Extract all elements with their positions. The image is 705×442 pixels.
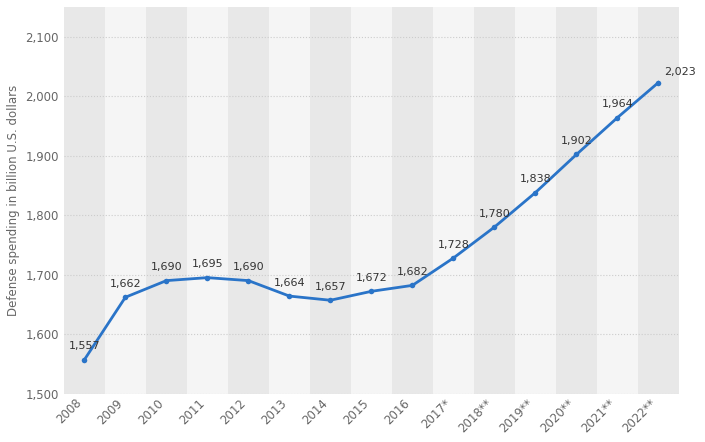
Text: 1,682: 1,682 — [396, 267, 429, 277]
Bar — [269, 7, 310, 394]
Text: 1,662: 1,662 — [109, 279, 141, 289]
Text: 1,664: 1,664 — [274, 278, 305, 288]
Text: 1,690: 1,690 — [233, 262, 264, 272]
Text: 1,964: 1,964 — [601, 99, 633, 109]
Bar — [187, 7, 228, 394]
Bar — [392, 7, 433, 394]
Bar — [515, 7, 556, 394]
Bar — [105, 7, 146, 394]
Text: 1,902: 1,902 — [560, 136, 592, 146]
Text: 1,780: 1,780 — [479, 209, 510, 219]
Text: 1,695: 1,695 — [192, 259, 223, 269]
Bar — [638, 7, 679, 394]
Bar — [556, 7, 597, 394]
Bar — [310, 7, 351, 394]
Bar — [433, 7, 474, 394]
Bar — [474, 7, 515, 394]
Text: 1,690: 1,690 — [151, 262, 182, 272]
Bar — [228, 7, 269, 394]
Bar — [351, 7, 392, 394]
Text: 1,557: 1,557 — [68, 341, 100, 351]
Bar — [64, 7, 105, 394]
Text: 1,657: 1,657 — [314, 282, 346, 292]
Bar — [597, 7, 638, 394]
Text: 2,023: 2,023 — [664, 67, 696, 77]
Text: 1,838: 1,838 — [520, 174, 551, 184]
Y-axis label: Defense spending in billion U.S. dollars: Defense spending in billion U.S. dollars — [7, 85, 20, 316]
Text: 1,672: 1,672 — [355, 273, 387, 283]
Text: 1,728: 1,728 — [438, 240, 470, 250]
Bar — [146, 7, 187, 394]
